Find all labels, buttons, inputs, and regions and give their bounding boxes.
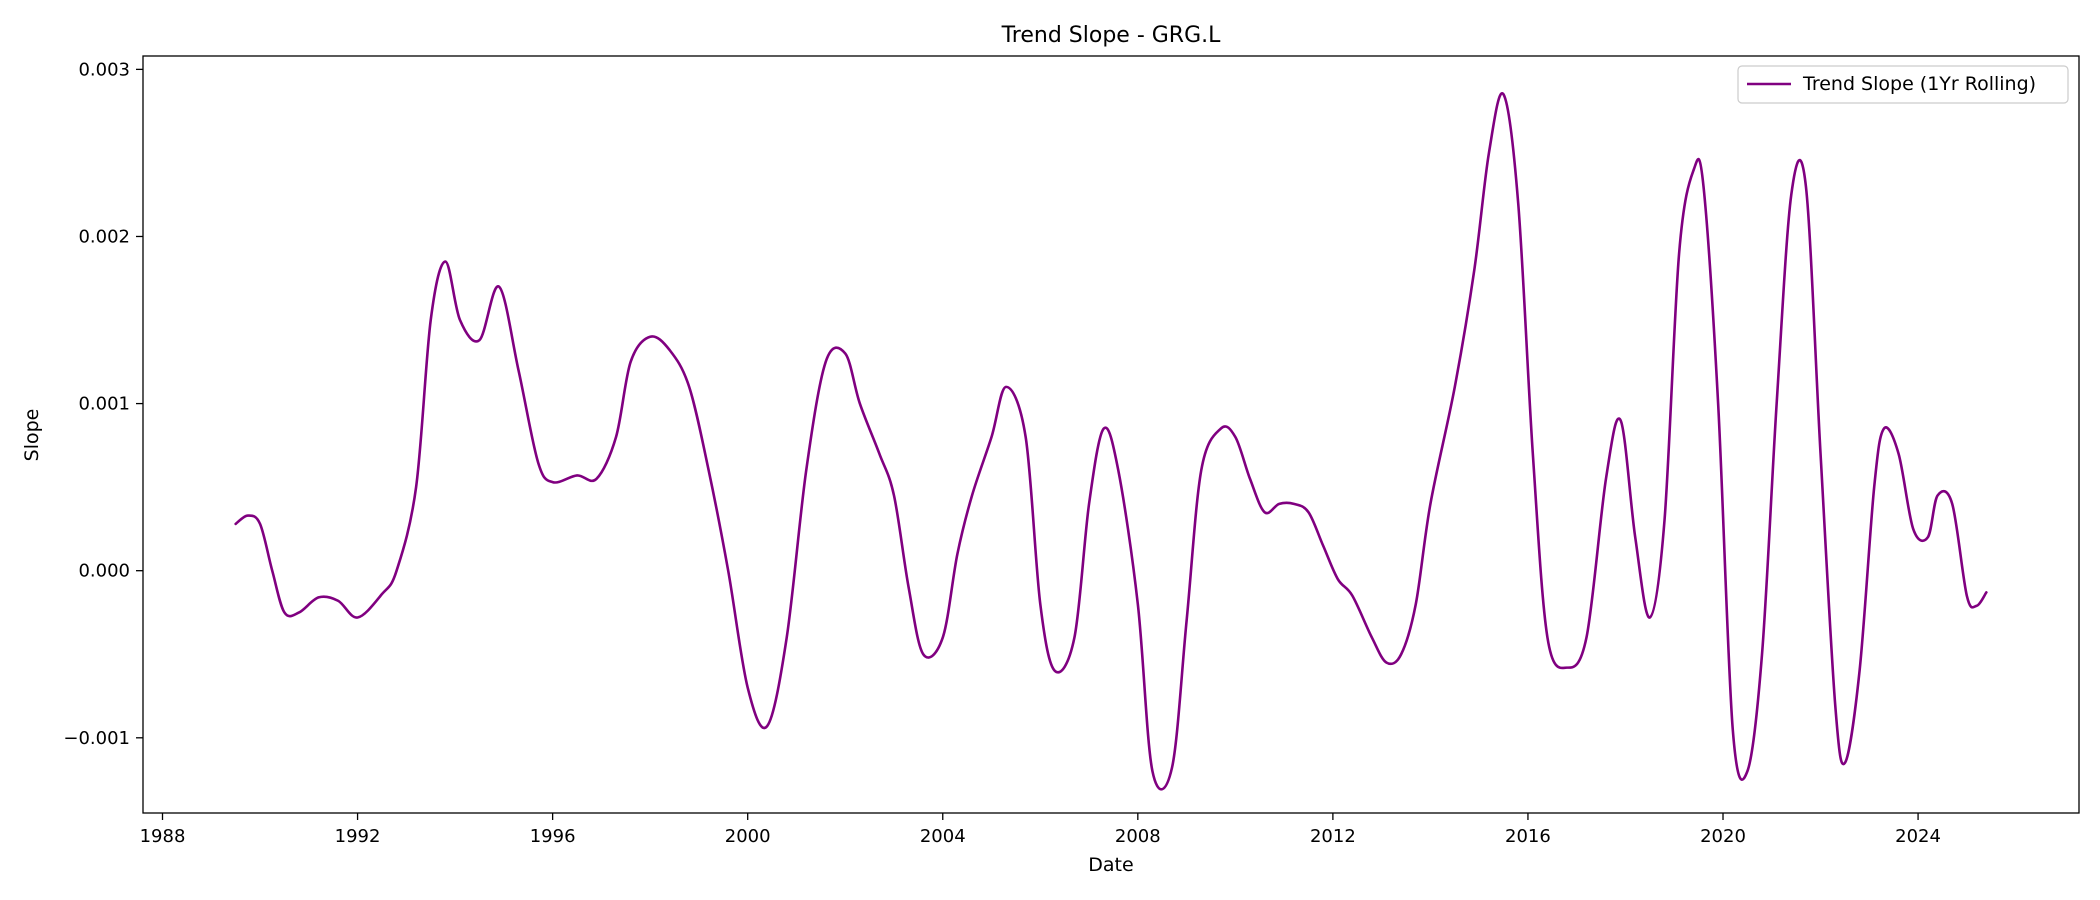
y-tick-label: 0.000: [78, 561, 130, 582]
x-tick-label: 2012: [1310, 826, 1356, 847]
x-tick-label: 1996: [530, 826, 576, 847]
x-tick-label: 1992: [335, 826, 381, 847]
x-axis: 1988 1992 1996 2000 2004 2008 2012 2016 2020 2024: [140, 813, 1941, 847]
x-tick-label: 2024: [1895, 826, 1941, 847]
x-axis-label: Date: [1088, 854, 1133, 876]
legend-label-trend-slope: Trend Slope (1Yr Rolling): [1802, 73, 2036, 95]
legend: Trend Slope (1Yr Rolling): [1737, 65, 2069, 104]
y-tick-label: −0.001: [63, 728, 130, 749]
x-tick-label: 2020: [1700, 826, 1746, 847]
x-tick-label: 2008: [1115, 826, 1161, 847]
chart-title: Trend Slope - GRG.L: [1001, 23, 1222, 48]
plot-area: [142, 55, 2080, 814]
y-tick-label: 0.002: [78, 226, 130, 247]
y-axis: −0.001 0.000 0.001 0.002 0.003: [63, 59, 143, 749]
x-tick-label: 1988: [140, 826, 186, 847]
y-tick-label: 0.003: [78, 59, 130, 80]
x-tick-label: 2016: [1505, 826, 1551, 847]
x-tick-label: 2000: [725, 826, 771, 847]
y-tick-label: 0.001: [78, 394, 130, 415]
plot-frame: [142, 55, 2080, 814]
legend-box: [1737, 65, 2069, 104]
x-tick-label: 2004: [920, 826, 966, 847]
y-axis-label: Slope: [21, 409, 43, 462]
series-line-trend-slope: [234, 91, 1988, 791]
